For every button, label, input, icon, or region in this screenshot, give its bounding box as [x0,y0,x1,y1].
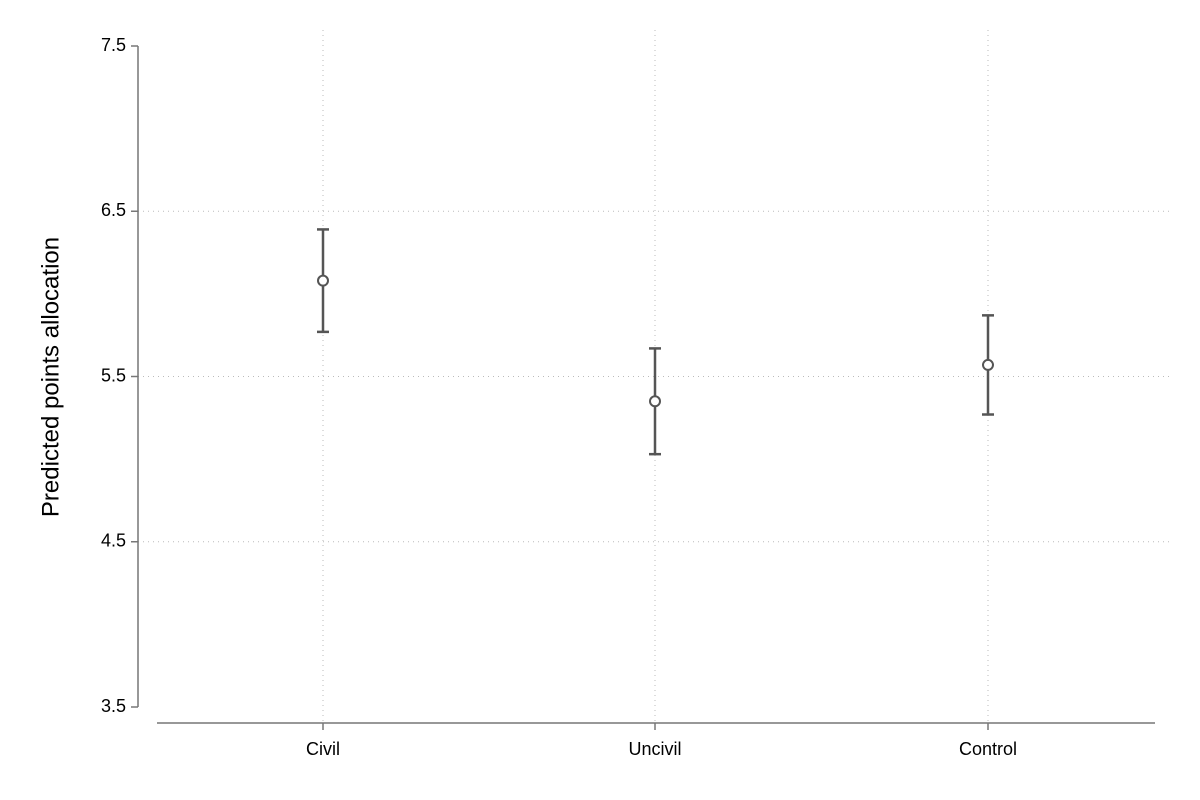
x-tick-label: Control [959,739,1017,759]
x-tick-label: Uncivil [628,739,681,759]
y-tick-label: 7.5 [101,35,126,55]
x-tick-label: Civil [306,739,340,759]
y-tick-label: 4.5 [101,531,126,551]
y-tick-label: 6.5 [101,200,126,220]
point [649,395,661,408]
y-axis-label: Predicted points allocation [37,237,64,517]
point [317,274,329,287]
point [982,358,994,371]
y-tick-label: 3.5 [101,696,126,716]
y-tick-label: 5.5 [101,365,126,385]
